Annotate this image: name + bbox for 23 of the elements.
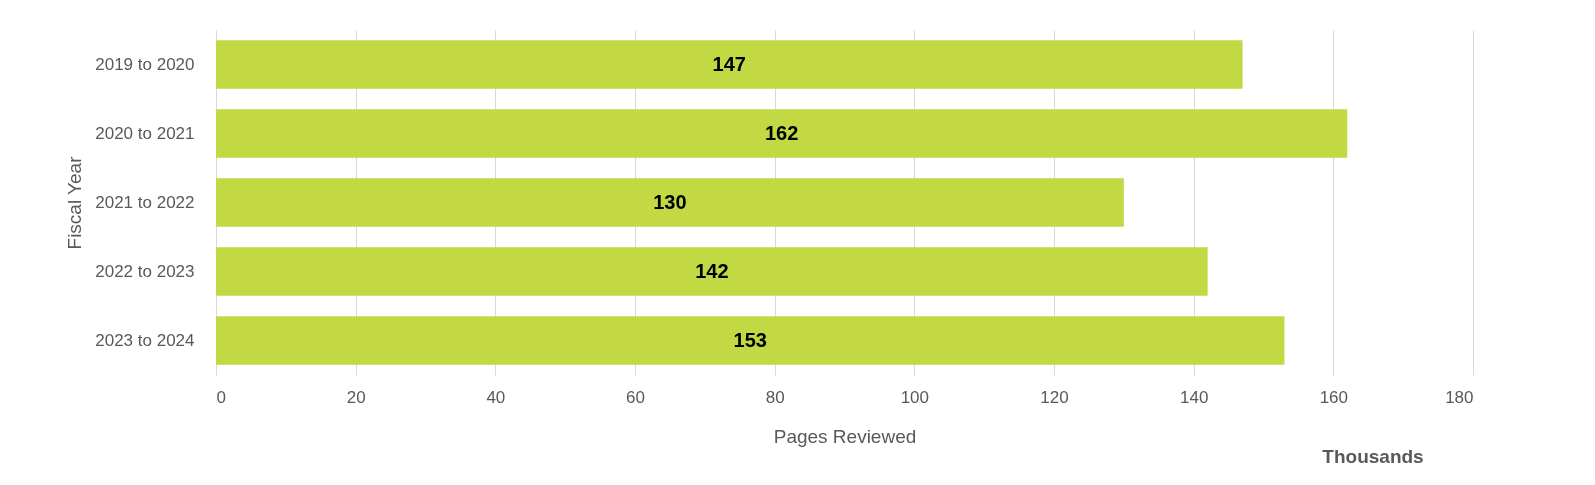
x-tick-label: 140 — [1179, 387, 1209, 407]
data-label: 153 — [733, 328, 767, 351]
text: Thousands — [1322, 446, 1424, 467]
y-tick-label: 2023 to 2024 — [95, 330, 195, 350]
y-tick-label: 2019 to 2020 — [95, 54, 195, 74]
y-tick-label: 2020 to 2021 — [95, 123, 195, 143]
x-tick-label: 160 — [1319, 387, 1349, 407]
x-tick-label: 120 — [1040, 387, 1069, 407]
y-tick-label: 2021 to 2022 — [95, 192, 195, 212]
x-tick-label: 100 — [900, 387, 930, 407]
y-tick-label: 2022 to 2023 — [95, 261, 195, 281]
x-tick-label: 180 — [1445, 387, 1474, 407]
y-axis-title: Fiscal Year — [64, 155, 86, 250]
x-tick-label: 60 — [626, 387, 645, 407]
x-axis-title: Pages Reviewed — [773, 425, 917, 447]
data-label: 147 — [712, 52, 746, 75]
data-label: 130 — [653, 190, 687, 213]
data-label: 142 — [695, 259, 729, 282]
data-label: 162 — [764, 121, 799, 144]
x-tick-label: 40 — [486, 387, 506, 407]
x-tick-label: 0 — [216, 387, 226, 407]
x-tick-label: 80 — [765, 387, 785, 407]
x-tick-label: 20 — [346, 387, 366, 407]
